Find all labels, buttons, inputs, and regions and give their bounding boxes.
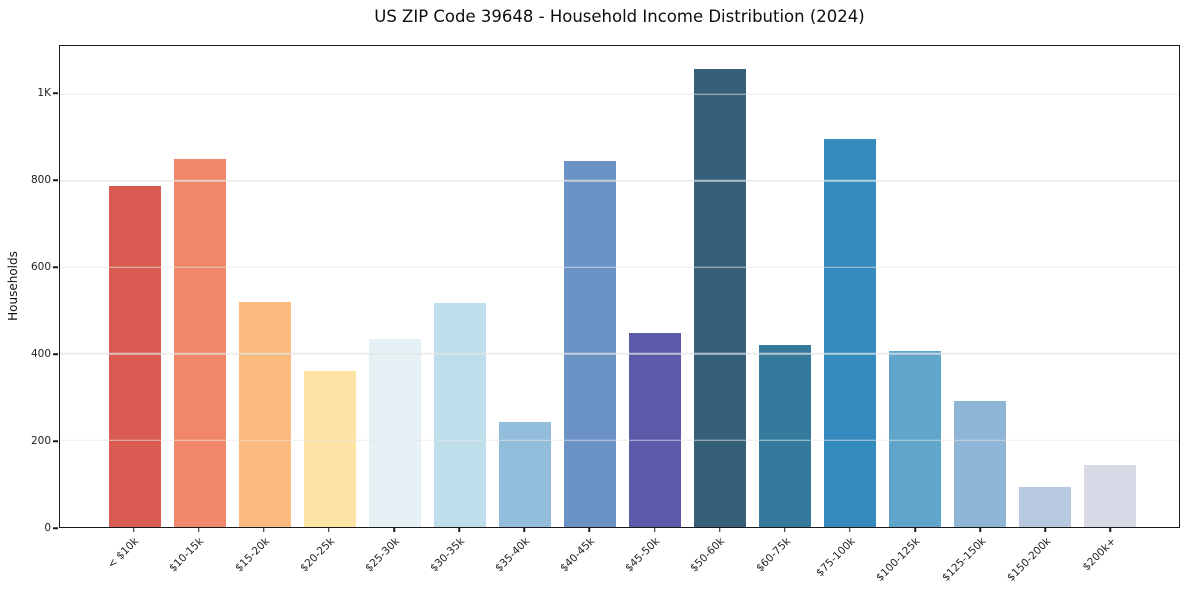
bar-$10-15k xyxy=(173,158,226,527)
bars-container xyxy=(60,46,1179,527)
x-tick-mark xyxy=(328,527,330,532)
x-tick-label: $10-15k xyxy=(167,535,207,575)
y-tick-label: 1K xyxy=(37,87,51,99)
y-tick-label: 800 xyxy=(30,173,51,186)
x-tick-mark xyxy=(718,527,721,532)
bar-slot xyxy=(687,46,752,527)
bar-slot xyxy=(427,46,492,527)
x-tick-label: $45-50k xyxy=(623,535,663,575)
bar-$40-45k xyxy=(563,161,616,527)
x-tick-label: $35-40k xyxy=(493,535,533,575)
x-tick-label: $200k+ xyxy=(1080,535,1119,574)
chart-title: US ZIP Code 39648 - Household Income Dis… xyxy=(374,7,865,26)
x-tick-label: $60-75k xyxy=(753,535,793,575)
bar-< $10k xyxy=(108,185,161,527)
bar-$75-100k xyxy=(823,138,876,527)
x-tick-mark xyxy=(784,527,786,532)
x-tick-mark xyxy=(588,527,591,532)
bar-$35-40k xyxy=(498,422,551,527)
bar-$100-125k xyxy=(888,351,941,527)
x-tick-label: $25-30k xyxy=(362,535,402,575)
bar-$125-150k xyxy=(953,401,1006,527)
bar-$30-35k xyxy=(433,303,486,527)
x-tick-mark xyxy=(263,527,265,532)
bar-$150-200k xyxy=(1018,487,1071,527)
x-tick-mark xyxy=(197,527,200,532)
bar-slot xyxy=(947,46,1012,527)
x-tick-label: $50-60k xyxy=(688,535,728,575)
bar-slot xyxy=(297,46,362,527)
y-tick-label: 400 xyxy=(30,347,51,360)
bar-slot xyxy=(167,46,232,527)
x-tick-mark xyxy=(849,527,851,532)
x-tick-mark xyxy=(458,527,460,532)
bar-$200k+ xyxy=(1083,464,1136,527)
plot-area xyxy=(59,45,1180,528)
bar-slot xyxy=(1077,46,1142,527)
y-tick-mark xyxy=(53,353,58,355)
y-tick-label: 0 xyxy=(44,521,51,534)
y-tick-mark xyxy=(53,440,58,442)
bar-slot xyxy=(622,46,687,527)
y-tick-mark xyxy=(53,527,58,529)
bar-slot xyxy=(232,46,297,527)
bar-$25-30k xyxy=(368,339,421,527)
x-tick-mark xyxy=(914,527,916,532)
bar-slot xyxy=(102,46,167,527)
y-tick-label: 600 xyxy=(30,260,51,273)
x-tick-label: < $10k xyxy=(105,535,142,571)
bar-slot xyxy=(817,46,882,527)
x-tick-mark xyxy=(979,527,981,532)
bar-slot xyxy=(1012,46,1077,527)
x-tick-label: $40-45k xyxy=(558,535,598,575)
bar-slot xyxy=(882,46,947,527)
y-tick-mark xyxy=(53,266,58,268)
x-tick-label: $75-100k xyxy=(813,535,858,580)
y-tick-mark xyxy=(53,92,58,94)
bar-$60-75k xyxy=(758,344,811,527)
bar-slot xyxy=(752,46,817,527)
y-tick-label: 200 xyxy=(30,434,51,447)
x-tick-label: $150-200k xyxy=(1004,535,1054,584)
y-tick-mark xyxy=(53,179,58,181)
bar-$15-20k xyxy=(238,301,291,527)
x-tick-mark xyxy=(393,527,395,532)
bar-slot xyxy=(362,46,427,527)
bar-slot xyxy=(557,46,622,527)
x-tick-mark xyxy=(653,527,656,532)
bar-slot xyxy=(492,46,557,527)
x-tick-label: $30-35k xyxy=(427,535,467,575)
x-tick-label: $15-20k xyxy=(232,535,272,575)
x-tick-mark xyxy=(523,527,526,532)
bar-$50-60k xyxy=(693,68,746,527)
x-tick-mark xyxy=(132,527,135,532)
x-tick-label: $125-150k xyxy=(939,535,988,584)
bar-$45-50k xyxy=(628,332,681,527)
bar-$20-25k xyxy=(303,370,356,527)
x-tick-mark xyxy=(1109,527,1112,532)
x-tick-mark xyxy=(1044,527,1047,532)
x-tick-label: $100-125k xyxy=(874,535,923,584)
x-tick-label: $20-25k xyxy=(297,535,337,575)
